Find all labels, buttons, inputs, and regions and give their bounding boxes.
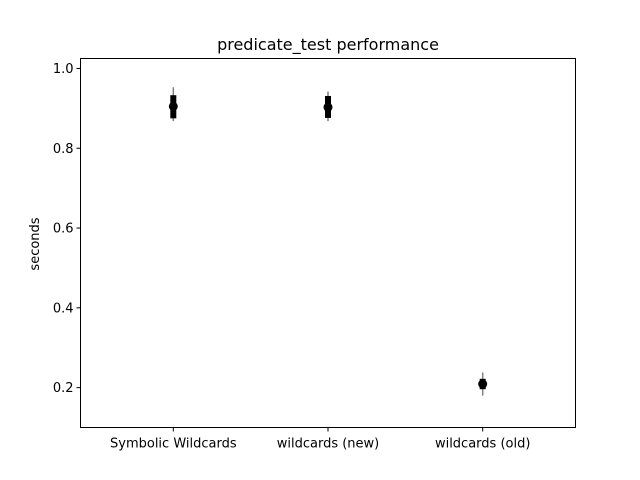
data-point [323, 102, 333, 112]
chart-title: predicate_test performance [217, 35, 439, 55]
data-point [168, 101, 178, 111]
y-tick-label: 1.0 [53, 62, 74, 77]
data-point [478, 379, 488, 389]
y-ticks: 0.2 0.4 0.6 0.8 1.0 [53, 62, 81, 396]
y-tick-label: 0.4 [53, 301, 74, 316]
x-ticks: Symbolic Wildcards wildcards (new) wildcar… [110, 427, 530, 452]
y-axis-label: seconds [28, 217, 43, 270]
y-tick-label: 0.6 [53, 222, 74, 237]
x-tick-label: Symbolic Wildcards [110, 437, 237, 452]
data-marks [168, 87, 488, 396]
x-tick-label: wildcards (new) [277, 437, 380, 452]
plot-area-frame [80, 58, 576, 428]
y-tick-label: 0.2 [53, 381, 74, 396]
y-tick-label: 0.8 [53, 142, 74, 157]
x-tick-label: wildcards (old) [435, 437, 530, 452]
